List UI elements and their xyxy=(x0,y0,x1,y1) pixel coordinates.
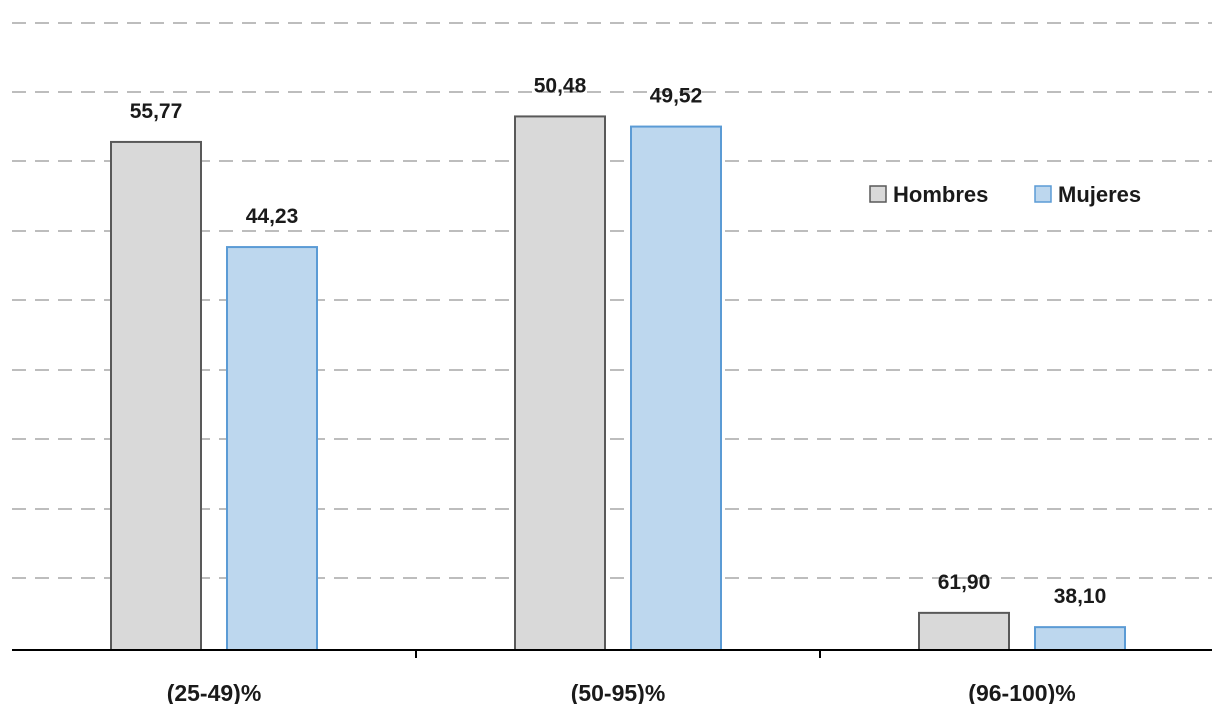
x-tick-label: (50-95)% xyxy=(571,680,666,704)
bar-hombres-3 xyxy=(918,611,1010,651)
value-labels: 55,77 44,23 50,48 49,52 61,90 38,10 xyxy=(130,74,1107,608)
legend-swatch-mujeres xyxy=(1034,185,1052,203)
x-tick-label: (96-100)% xyxy=(968,680,1075,704)
data-label: 61,90 xyxy=(938,571,991,594)
legend-label-mujeres: Mujeres xyxy=(1058,182,1141,207)
x-tick-label: (25-49)% xyxy=(167,680,262,704)
bar-mujeres-1 xyxy=(226,246,318,651)
bar-hombres-2 xyxy=(514,115,606,652)
gridlines xyxy=(12,22,1212,579)
data-label: 50,48 xyxy=(534,74,587,97)
legend-label-hombres: Hombres xyxy=(893,182,988,207)
data-label: 44,23 xyxy=(246,205,299,228)
bar-mujeres-2 xyxy=(630,125,722,651)
data-label: 49,52 xyxy=(650,85,703,108)
data-label: 38,10 xyxy=(1054,585,1107,608)
data-label: 55,77 xyxy=(130,100,183,123)
x-axis: (25-49)% (50-95)% (96-100)% xyxy=(12,649,1212,706)
bar-hombres-1 xyxy=(110,140,202,651)
legend-swatch-hombres xyxy=(869,185,887,203)
bars xyxy=(110,115,1126,652)
legend: Hombres Mujeres xyxy=(869,182,1141,207)
bar-mujeres-3 xyxy=(1034,626,1126,652)
